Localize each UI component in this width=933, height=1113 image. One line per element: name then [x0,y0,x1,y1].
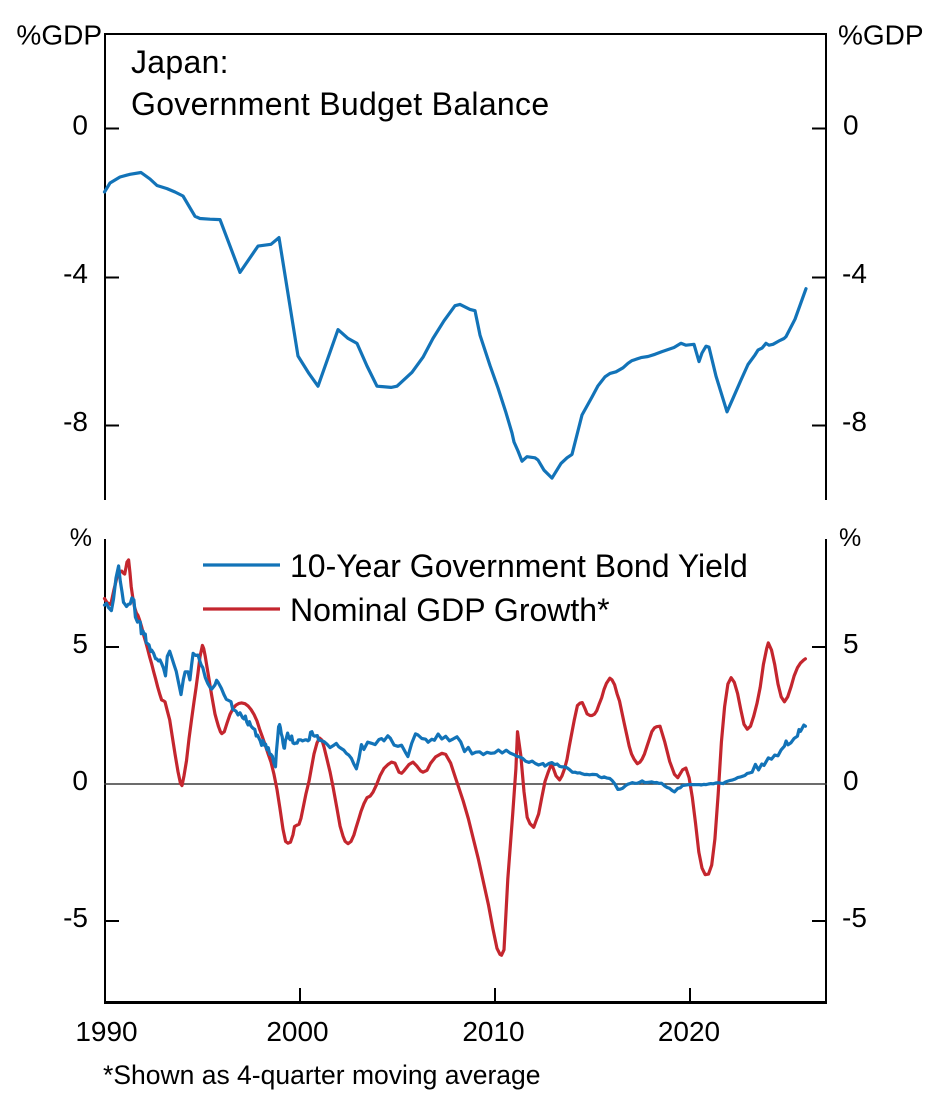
svg-text:1990: 1990 [75,1016,137,1047]
svg-text:%GDP: %GDP [838,20,924,51]
svg-text:0: 0 [843,765,859,796]
svg-text:*Shown as 4-quarter moving ave: *Shown as 4-quarter moving average [103,1060,541,1090]
svg-text:0: 0 [72,110,88,141]
svg-text:-8: -8 [842,406,867,437]
svg-text:2000: 2000 [266,1016,328,1047]
svg-text:5: 5 [843,628,859,659]
svg-text:0: 0 [72,765,88,796]
svg-text:5: 5 [72,628,88,659]
svg-text:-5: -5 [842,902,867,933]
svg-text:-4: -4 [63,258,88,289]
svg-text:Japan:: Japan: [131,44,229,80]
svg-text:%: % [70,524,92,552]
svg-text:2020: 2020 [658,1016,720,1047]
svg-text:10-Year Government Bond Yield: 10-Year Government Bond Yield [290,548,748,584]
svg-text:2010: 2010 [462,1016,524,1047]
svg-text:Government Budget Balance: Government Budget Balance [131,86,549,122]
svg-text:-5: -5 [63,902,88,933]
svg-text:%GDP: %GDP [16,20,102,51]
svg-text:0: 0 [843,110,859,141]
svg-text:Nominal GDP Growth*: Nominal GDP Growth* [290,592,610,628]
svg-text:-8: -8 [63,406,88,437]
svg-text:-4: -4 [842,258,867,289]
svg-text:%: % [839,524,861,552]
